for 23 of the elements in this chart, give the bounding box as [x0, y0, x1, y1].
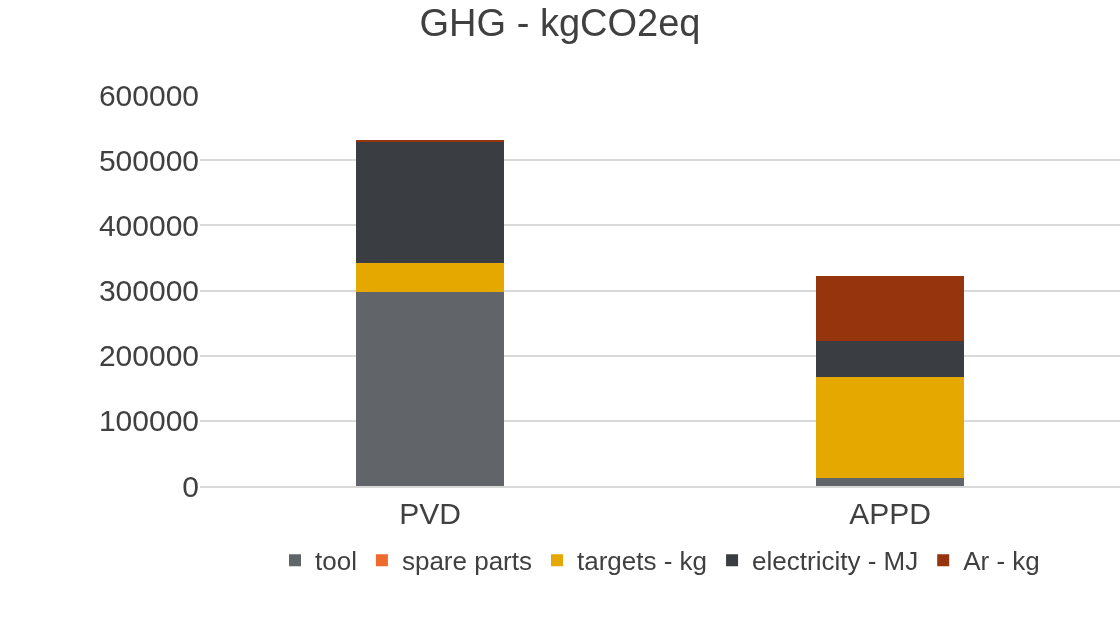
bar: [816, 478, 964, 486]
x-tick-label: APPD: [849, 496, 931, 530]
legend-label: tool: [315, 546, 357, 577]
legend-label: Ar - kg: [963, 546, 1040, 577]
bar: [356, 139, 504, 142]
y-tick-label: 500000: [98, 143, 199, 177]
y-tick-label: 300000: [98, 274, 199, 307]
y-tick-label: 100000: [98, 404, 199, 438]
x-tick-label: PVD: [399, 496, 461, 530]
chart-title: GHG - kgCO2eq: [419, 2, 701, 45]
y-tick-label: 600000: [98, 78, 199, 112]
legend-label: spare parts: [401, 546, 532, 577]
bar: [816, 376, 964, 479]
bar: [816, 341, 964, 377]
legend-label: electricity - MJ: [752, 546, 919, 577]
legend-label: targets - kg: [577, 546, 708, 577]
bar: [356, 291, 504, 486]
y-tick-label: 400000: [98, 208, 199, 242]
bar: [356, 141, 504, 264]
y-tick-label: 0: [182, 469, 199, 503]
y-tick-label: 200000: [98, 339, 199, 373]
bar: [356, 263, 504, 292]
bar: [816, 276, 964, 342]
